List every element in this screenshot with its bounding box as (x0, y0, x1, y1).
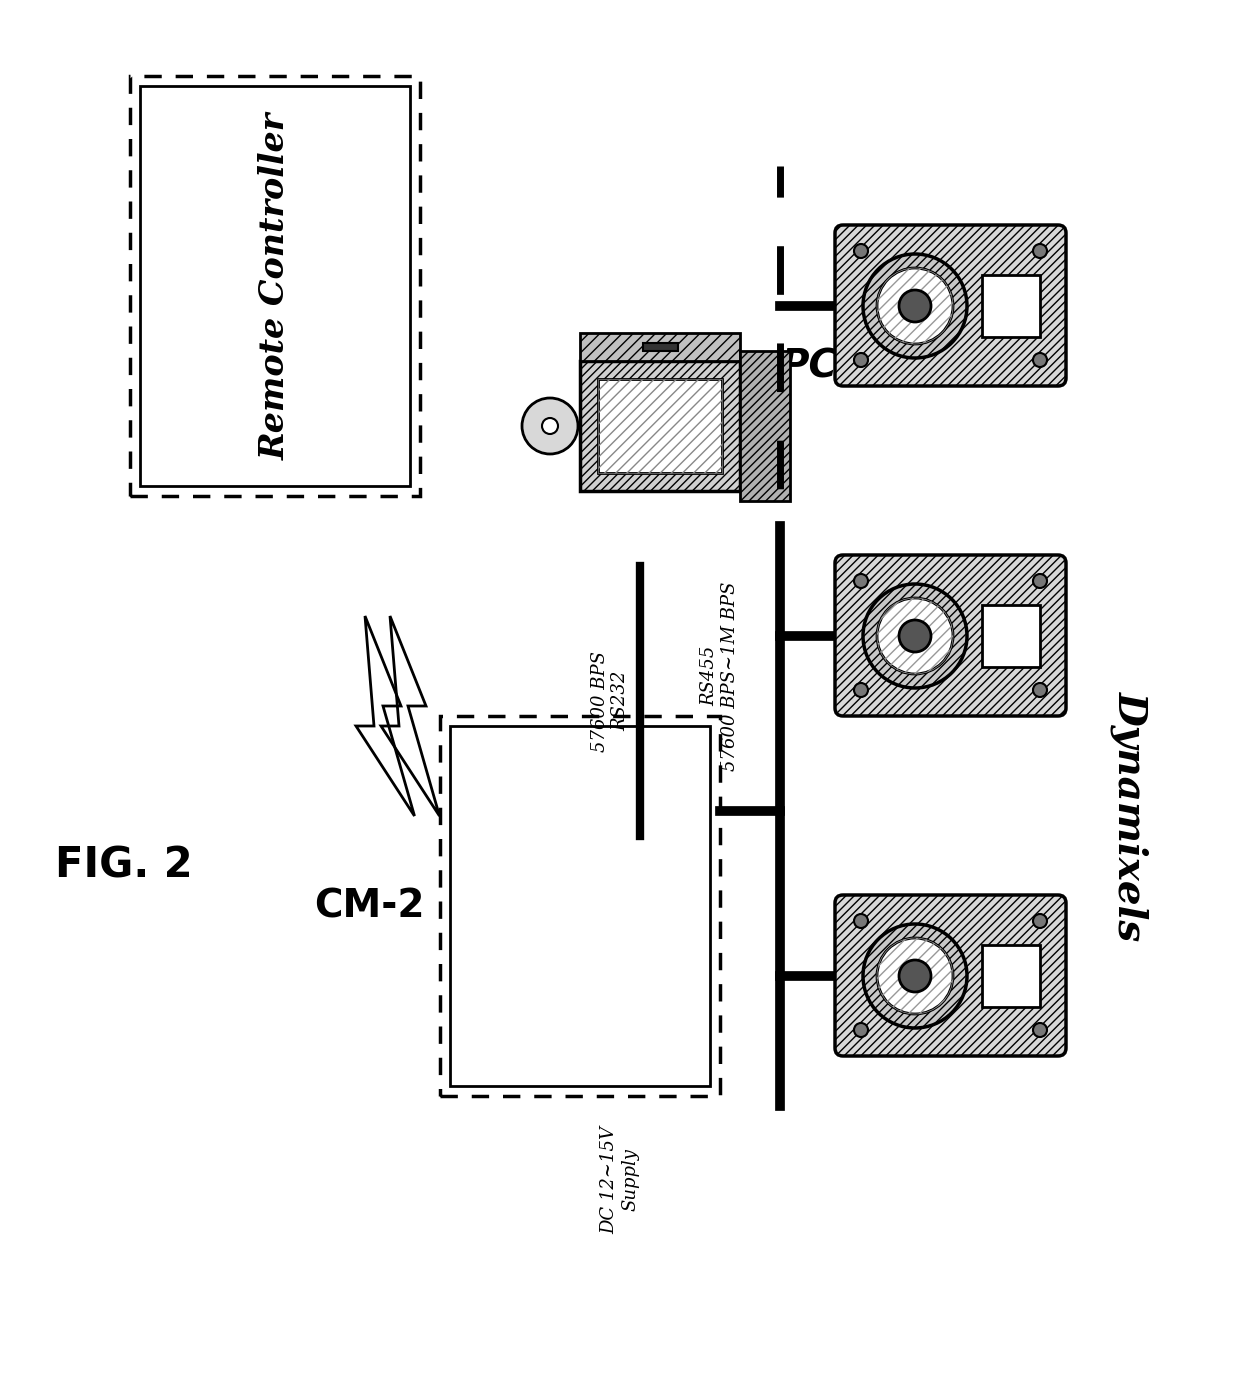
Circle shape (899, 620, 931, 652)
Polygon shape (580, 362, 740, 491)
Text: Remote Controller: Remote Controller (258, 112, 291, 459)
Bar (982, 275, 1040, 336)
Circle shape (1033, 1023, 1047, 1037)
Circle shape (1033, 574, 1047, 588)
Circle shape (863, 924, 967, 1027)
Circle shape (877, 268, 954, 343)
Circle shape (522, 398, 578, 454)
Circle shape (877, 938, 954, 1013)
Circle shape (854, 244, 868, 258)
Bar (982, 945, 1040, 1007)
Polygon shape (598, 378, 722, 473)
Bar (982, 604, 1040, 667)
Circle shape (877, 597, 954, 674)
Circle shape (542, 417, 558, 434)
Circle shape (1033, 353, 1047, 367)
Text: FIG. 2: FIG. 2 (55, 845, 192, 886)
Polygon shape (740, 350, 790, 501)
FancyBboxPatch shape (835, 225, 1066, 387)
Polygon shape (580, 334, 740, 362)
Text: CM-2: CM-2 (315, 886, 425, 926)
Polygon shape (644, 343, 678, 350)
Circle shape (899, 960, 931, 993)
Text: DC 12~15V
Supply: DC 12~15V Supply (600, 1127, 640, 1234)
FancyBboxPatch shape (835, 895, 1066, 1055)
Circle shape (854, 1023, 868, 1037)
Circle shape (1033, 244, 1047, 258)
Circle shape (863, 254, 967, 357)
Text: Dynamixels: Dynamixels (1111, 691, 1149, 941)
Text: 57600 BPS
RS232: 57600 BPS RS232 (590, 651, 630, 751)
Circle shape (854, 683, 868, 697)
Circle shape (899, 290, 931, 322)
Circle shape (1033, 914, 1047, 928)
Circle shape (1033, 683, 1047, 697)
Circle shape (854, 574, 868, 588)
Circle shape (854, 353, 868, 367)
Text: PC: PC (780, 348, 837, 385)
Circle shape (854, 914, 868, 928)
FancyBboxPatch shape (835, 556, 1066, 716)
Text: RS455
57600 BPS~1M BPS: RS455 57600 BPS~1M BPS (701, 581, 739, 771)
Circle shape (863, 584, 967, 688)
